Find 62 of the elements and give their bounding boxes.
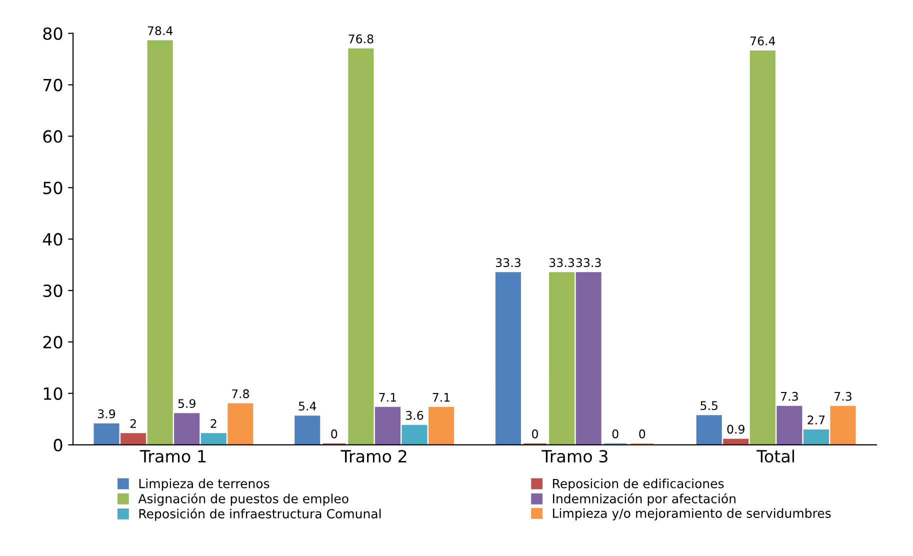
bar xyxy=(830,406,856,445)
legend-label: Limpieza de terrenos xyxy=(139,478,270,491)
data-label: 5.5 xyxy=(700,401,718,410)
x-tick-label: Tramo 3 xyxy=(542,450,608,463)
data-label: 3.9 xyxy=(98,409,116,418)
data-label: 78.4 xyxy=(148,26,173,36)
data-label: 7.3 xyxy=(834,392,852,401)
y-tick-label: 30 xyxy=(43,284,62,298)
data-label: 0.9 xyxy=(727,424,744,434)
data-label: 2 xyxy=(210,419,216,428)
y-tick-label: 10 xyxy=(44,387,62,400)
legend-label: Asignación de puestos de empleo xyxy=(138,493,348,506)
x-tick-label: Total xyxy=(756,450,794,463)
x-tick-label: Tramo 1 xyxy=(140,450,206,463)
data-label: 2 xyxy=(130,419,136,428)
x-tick-label: Tramo 2 xyxy=(340,450,406,463)
data-label: 0 xyxy=(612,429,618,438)
data-label: 0 xyxy=(532,429,538,438)
data-label: 33.3 xyxy=(496,258,520,268)
bar xyxy=(803,430,829,445)
data-label: 7.1 xyxy=(379,393,396,402)
legend-label: Reposición de infraestructura Comunal xyxy=(139,508,381,521)
data-label: 5.4 xyxy=(298,402,316,411)
bar xyxy=(294,416,320,445)
y-tick-label: 80 xyxy=(43,27,62,40)
bar xyxy=(402,424,428,445)
data-label: 7.8 xyxy=(232,389,250,398)
bar xyxy=(228,403,254,445)
bar xyxy=(549,272,575,445)
y-tick-label: 60 xyxy=(43,130,62,143)
y-tick-label: 40 xyxy=(42,233,62,246)
data-label: 7.3 xyxy=(781,392,798,401)
data-label: 76.4 xyxy=(750,36,776,46)
data-label: 3.6 xyxy=(406,410,424,420)
bar xyxy=(696,415,722,445)
bar xyxy=(174,413,200,445)
bar xyxy=(200,433,226,445)
bar xyxy=(428,406,454,445)
bar xyxy=(495,272,522,445)
data-label: 2.7 xyxy=(808,416,825,424)
y-tick-label: 20 xyxy=(43,336,62,349)
data-label: 33.3 xyxy=(576,258,601,268)
bar xyxy=(147,40,173,445)
y-tick-label: 0 xyxy=(54,438,62,452)
data-label: 5.9 xyxy=(178,399,196,408)
legend-label: Limpieza y/o mejoramiento de servidumbres xyxy=(553,508,831,520)
legend-label: Reposicion de edificaciones xyxy=(553,478,724,491)
bar xyxy=(348,48,374,445)
data-label: 0 xyxy=(639,429,646,438)
data-label: 7.1 xyxy=(432,393,450,402)
data-label: 0 xyxy=(331,429,338,438)
bar xyxy=(374,406,400,445)
y-tick-label: 50 xyxy=(43,182,62,194)
data-label: 76.8 xyxy=(348,34,374,44)
legend-label: Indemnización por afectación xyxy=(553,493,736,506)
bar xyxy=(94,423,120,445)
bar xyxy=(120,433,146,445)
bar xyxy=(576,272,602,445)
bar xyxy=(750,50,776,445)
bar xyxy=(776,406,802,445)
data-label: 33.3 xyxy=(550,258,574,268)
y-tick-label: 70 xyxy=(43,78,62,92)
